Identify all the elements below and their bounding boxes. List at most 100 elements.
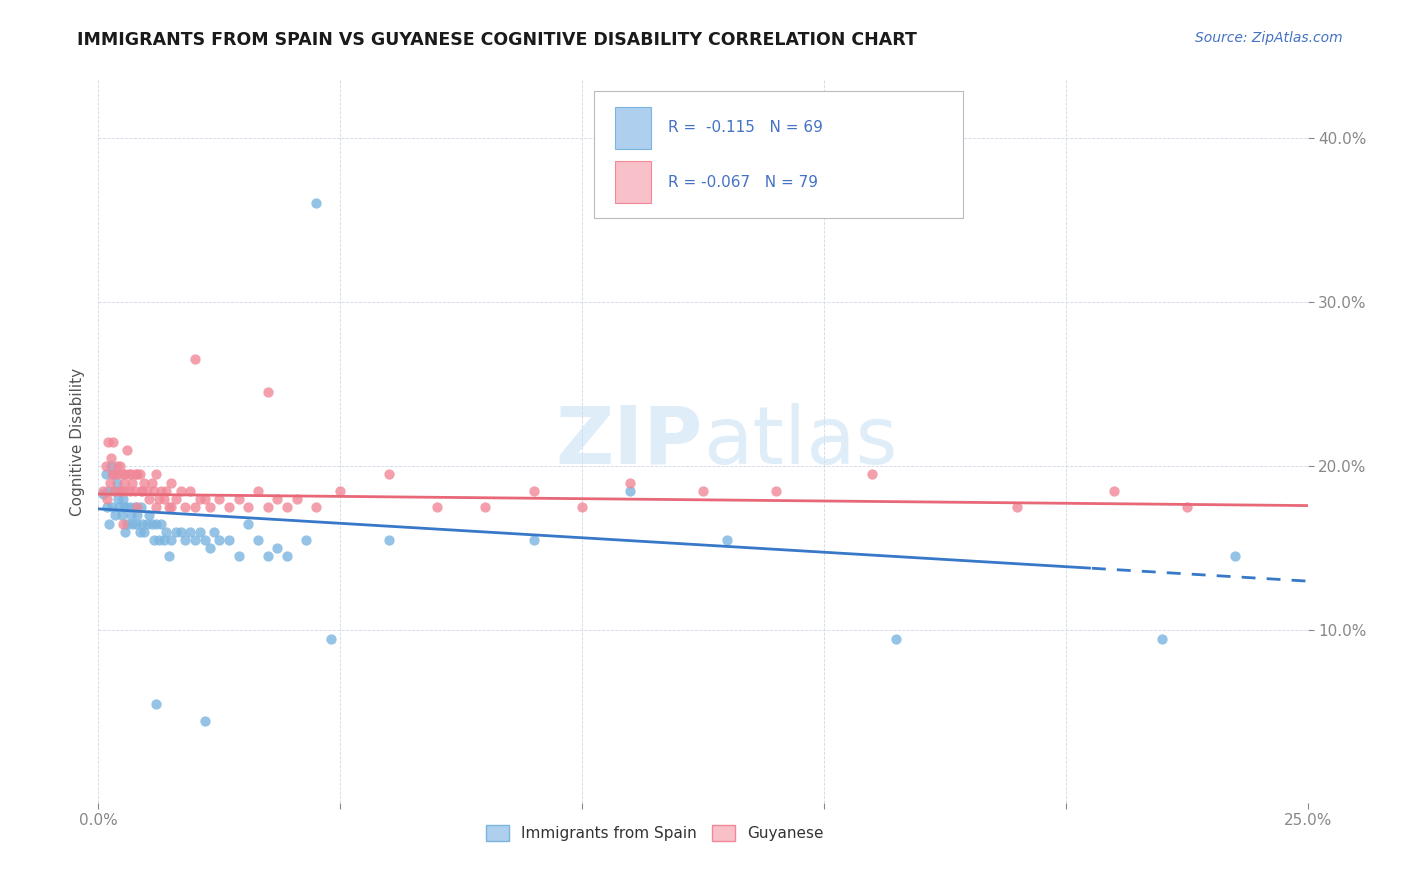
Point [194, 533, 217, 547]
Point [1007, 500, 1029, 515]
Point [120, 467, 142, 482]
Point [107, 467, 129, 482]
Point [108, 483, 131, 498]
Point [107, 491, 129, 506]
Point [319, 632, 342, 646]
Point [218, 500, 240, 515]
Point [101, 467, 124, 482]
Point [150, 483, 173, 498]
Point [94, 467, 117, 482]
Point [1102, 483, 1125, 498]
Point [124, 500, 146, 515]
Point [174, 533, 197, 547]
Point [96, 500, 118, 515]
Point [129, 483, 152, 498]
FancyBboxPatch shape [614, 107, 651, 149]
Point [96, 491, 118, 506]
Point [101, 467, 124, 482]
Point [886, 632, 908, 646]
Point [143, 483, 166, 498]
Point [295, 533, 318, 547]
Point [138, 491, 160, 506]
Point [276, 500, 298, 515]
Point [141, 475, 163, 490]
Point [208, 533, 231, 547]
Point [184, 352, 207, 367]
Point [228, 491, 250, 506]
Point [118, 467, 141, 482]
Point [121, 475, 143, 490]
Point [143, 533, 166, 547]
Point [105, 459, 128, 474]
Point [619, 483, 641, 498]
Point [188, 524, 211, 539]
Point [111, 467, 134, 482]
Point [1152, 632, 1174, 646]
Point [305, 196, 328, 211]
Point [104, 467, 127, 482]
Point [208, 491, 231, 506]
Point [194, 491, 217, 506]
Point [266, 491, 288, 506]
Point [184, 500, 207, 515]
Point [115, 483, 138, 498]
Point [135, 483, 157, 498]
Point [188, 491, 211, 506]
Point [145, 516, 167, 531]
Point [111, 483, 134, 498]
Point [152, 491, 174, 506]
Point [98, 516, 121, 531]
Point [145, 467, 167, 482]
Point [148, 491, 170, 506]
Point [160, 533, 183, 547]
Point [128, 467, 150, 482]
Point [108, 500, 131, 515]
Point [256, 385, 278, 400]
Point [1223, 549, 1246, 564]
Point [204, 524, 226, 539]
Point [111, 491, 134, 506]
Point [247, 533, 270, 547]
Point [131, 483, 153, 498]
Point [103, 483, 125, 498]
Point [160, 475, 183, 490]
Text: R = -0.067   N = 79: R = -0.067 N = 79 [668, 175, 818, 190]
Point [169, 483, 191, 498]
Legend: Immigrants from Spain, Guyanese: Immigrants from Spain, Guyanese [479, 819, 830, 847]
Point [145, 500, 167, 515]
Point [285, 491, 308, 506]
Point [141, 516, 163, 531]
Point [716, 533, 738, 547]
Point [112, 500, 135, 515]
Point [474, 500, 496, 515]
Text: atlas: atlas [703, 402, 897, 481]
Text: Source: ZipAtlas.com: Source: ZipAtlas.com [1195, 31, 1343, 45]
Point [129, 500, 152, 515]
Point [165, 491, 187, 506]
Point [238, 500, 260, 515]
Point [111, 516, 134, 531]
Point [111, 508, 134, 523]
Point [329, 483, 352, 498]
Point [276, 549, 298, 564]
Point [101, 434, 124, 449]
Point [157, 500, 180, 515]
Point [105, 475, 128, 490]
Point [127, 467, 149, 482]
Point [108, 459, 131, 474]
Y-axis label: Cognitive Disability: Cognitive Disability [69, 368, 84, 516]
Point [127, 508, 149, 523]
Point [571, 500, 593, 515]
Point [120, 508, 142, 523]
Point [128, 524, 150, 539]
Point [148, 533, 170, 547]
Point [155, 483, 177, 498]
Point [238, 516, 260, 531]
Point [145, 698, 167, 712]
Text: ZIP: ZIP [555, 402, 703, 481]
Point [169, 524, 191, 539]
Point [134, 475, 156, 490]
Point [91, 487, 114, 501]
Point [117, 442, 139, 457]
Text: R =  -0.115   N = 69: R = -0.115 N = 69 [668, 120, 823, 136]
